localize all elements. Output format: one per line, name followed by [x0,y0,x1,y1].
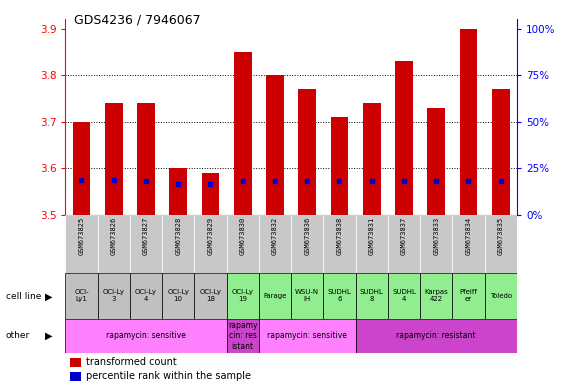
Text: GSM673833: GSM673833 [433,217,439,255]
Bar [137,103,155,215]
Text: cell line: cell line [6,292,41,301]
Bar [388,273,420,319]
Text: GSM673832: GSM673832 [272,217,278,255]
Bar [202,173,219,215]
Bar [70,372,81,381]
Text: OCI-Ly
3: OCI-Ly 3 [103,289,125,302]
Bar [452,215,485,273]
Text: GSM673825: GSM673825 [78,217,85,255]
Text: Farage: Farage [264,293,287,299]
Bar [130,215,162,273]
Text: GDS4236 / 7946067: GDS4236 / 7946067 [74,13,201,26]
Text: ▶: ▶ [45,331,52,341]
Text: WSU-N
IH: WSU-N IH [295,289,319,302]
Text: GSM673834: GSM673834 [466,217,471,255]
Bar [460,28,477,215]
Text: SUDHL
8: SUDHL 8 [360,289,383,302]
Bar [234,52,252,215]
Bar [420,215,452,273]
Text: OCI-Ly
19: OCI-Ly 19 [232,289,254,302]
Bar [291,273,323,319]
Bar [194,273,227,319]
Text: transformed count: transformed count [86,358,177,367]
Bar [162,215,194,273]
Bar [65,319,227,353]
Bar [485,273,517,319]
Text: rapamy
cin: res
istant: rapamy cin: res istant [228,321,257,351]
Text: GSM673838: GSM673838 [336,217,343,255]
Text: Toledo: Toledo [490,293,512,299]
Bar [331,117,348,215]
Text: ▶: ▶ [45,291,52,301]
Bar [356,215,388,273]
Bar [169,169,187,215]
Text: percentile rank within the sample: percentile rank within the sample [86,371,250,381]
Text: SUDHL
4: SUDHL 4 [392,289,416,302]
Text: GSM673830: GSM673830 [240,217,246,255]
Bar [427,108,445,215]
Text: OCI-Ly
10: OCI-Ly 10 [167,289,189,302]
Bar [73,122,90,215]
Text: GSM673836: GSM673836 [304,217,310,255]
Bar [356,273,388,319]
Text: GSM673835: GSM673835 [498,217,504,255]
Bar [323,215,356,273]
Bar [395,61,413,215]
Bar [227,215,259,273]
Bar [298,89,316,215]
Text: OCI-Ly
18: OCI-Ly 18 [199,289,222,302]
Text: GSM673829: GSM673829 [207,217,214,255]
Bar [259,273,291,319]
Bar [259,215,291,273]
Text: GSM673837: GSM673837 [401,217,407,255]
Text: other: other [6,331,30,341]
Bar [65,273,98,319]
Text: GSM673828: GSM673828 [175,217,181,255]
Text: Pfeiff
er: Pfeiff er [460,289,478,302]
Bar [65,215,98,273]
Text: rapamycin: sensitive: rapamycin: sensitive [268,331,347,341]
Text: GSM673831: GSM673831 [369,217,375,255]
Bar [194,215,227,273]
Bar [227,273,259,319]
Bar [130,273,162,319]
Text: rapamycin: sensitive: rapamycin: sensitive [106,331,186,341]
Bar [98,273,130,319]
Text: rapamycin: resistant: rapamycin: resistant [396,331,476,341]
Bar [70,358,81,367]
Text: GSM673827: GSM673827 [143,217,149,255]
Text: GSM673826: GSM673826 [111,217,116,255]
Bar [363,103,381,215]
Text: OCI-Ly
4: OCI-Ly 4 [135,289,157,302]
Bar [266,75,284,215]
Bar [420,273,452,319]
Bar [485,215,517,273]
Text: SUDHL
6: SUDHL 6 [328,289,352,302]
Text: OCI-
Ly1: OCI- Ly1 [74,289,89,302]
Bar [105,103,123,215]
Bar [259,319,356,353]
Bar [492,89,509,215]
Bar [98,215,130,273]
Bar [162,273,194,319]
Bar [291,215,323,273]
Bar [227,319,259,353]
Text: Karpas
422: Karpas 422 [424,289,448,302]
Bar [356,319,517,353]
Bar [452,273,485,319]
Bar [388,215,420,273]
Bar [323,273,356,319]
